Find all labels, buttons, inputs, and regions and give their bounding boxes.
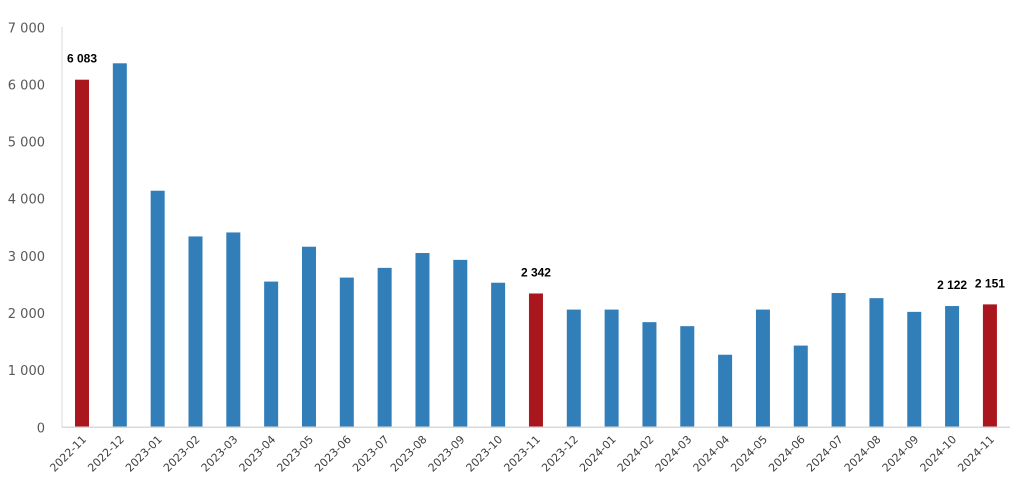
- x-tick-label: 2024-05: [728, 433, 770, 475]
- x-tick-label: 2024-10: [918, 433, 960, 475]
- x-tick-label: 2023-08: [388, 433, 430, 475]
- y-tick-label: 3 000: [8, 250, 45, 265]
- bar-2023-03: [226, 232, 241, 428]
- x-tick-label: 2023-11: [501, 433, 543, 475]
- x-tick-label: 2024-04: [691, 433, 733, 475]
- x-tick-label: 2023-05: [274, 433, 316, 475]
- bar-2023-10: [491, 282, 506, 428]
- x-tick-label: 2024-07: [804, 433, 846, 475]
- bar-2024-06: [793, 345, 808, 428]
- y-tick-label: 0: [37, 421, 45, 436]
- bar-2023-06: [339, 277, 354, 428]
- x-tick-label: 2023-03: [199, 433, 241, 475]
- x-tick-label: 2022-11: [47, 433, 89, 475]
- data-label-2024-10: 2 122: [937, 278, 967, 292]
- x-tick-label: 2023-02: [161, 433, 203, 475]
- x-tick-label: 2023-10: [464, 433, 506, 475]
- x-tick-label: 2024-09: [880, 433, 922, 475]
- data-label-2023-11: 2 342: [521, 265, 551, 279]
- x-tick-label: 2024-03: [653, 433, 695, 475]
- bar-2024-11: [982, 304, 997, 428]
- data-label-2024-11: 2 151: [975, 276, 1005, 290]
- bar-2023-08: [415, 253, 430, 428]
- bar-2023-07: [377, 267, 392, 428]
- x-tick-label: 2024-06: [766, 433, 808, 475]
- y-tick-label: 1 000: [8, 364, 45, 379]
- bar-2024-08: [869, 298, 884, 428]
- x-tick-label: 2023-04: [237, 433, 279, 475]
- y-tick-label: 4 000: [8, 193, 45, 208]
- x-tick-label: 2024-11: [955, 433, 997, 475]
- bar-2024-09: [907, 311, 922, 428]
- x-tick-label: 2024-01: [577, 433, 619, 475]
- x-tick-label: 2023-07: [350, 433, 392, 475]
- bar-2022-12: [112, 63, 127, 428]
- x-tick-label: 2023-12: [539, 433, 581, 475]
- y-tick-label: 6 000: [8, 78, 45, 93]
- bar-2024-07: [831, 293, 846, 428]
- bar-2024-01: [604, 309, 619, 428]
- bar-2023-05: [301, 246, 316, 428]
- bar-2023-12: [566, 309, 581, 428]
- x-tick-label: 2024-02: [615, 433, 657, 475]
- bar-2023-02: [188, 236, 203, 428]
- x-tick-label: 2023-06: [312, 433, 354, 475]
- x-tick-label: 2023-09: [426, 433, 468, 475]
- bar-2024-02: [642, 322, 657, 428]
- bar-2023-11: [528, 293, 543, 428]
- y-tick-label: 7 000: [8, 21, 45, 36]
- data-label-2022-11: 6 083: [67, 52, 97, 66]
- bar-2024-10: [945, 306, 960, 428]
- bar-2023-04: [264, 281, 279, 428]
- x-tick-label: 2023-01: [123, 433, 165, 475]
- bar-2022-11: [75, 79, 89, 428]
- x-tick-label: 2022-12: [85, 433, 127, 475]
- y-tick-label: 2 000: [8, 307, 45, 322]
- bar-2024-04: [718, 354, 733, 428]
- bar-2024-05: [755, 309, 770, 428]
- x-tick-label: 2024-08: [842, 433, 884, 475]
- y-tick-label: 5 000: [8, 136, 45, 151]
- bar-2023-01: [150, 190, 165, 428]
- bar-2023-09: [453, 259, 468, 428]
- bar-2024-03: [680, 326, 695, 428]
